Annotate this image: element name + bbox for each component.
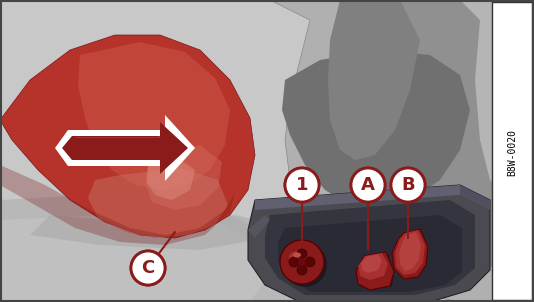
Polygon shape — [460, 185, 490, 210]
Polygon shape — [30, 215, 255, 250]
Polygon shape — [328, 0, 420, 160]
Polygon shape — [78, 42, 230, 190]
Circle shape — [349, 166, 387, 204]
Text: 1: 1 — [296, 176, 308, 194]
Circle shape — [289, 257, 299, 267]
Polygon shape — [310, 0, 530, 302]
Text: C: C — [142, 259, 155, 277]
Circle shape — [285, 168, 319, 202]
Text: B8W-0020: B8W-0020 — [507, 128, 517, 175]
Ellipse shape — [293, 252, 301, 258]
Polygon shape — [399, 232, 421, 271]
Circle shape — [305, 257, 315, 267]
Polygon shape — [394, 231, 428, 277]
Polygon shape — [282, 50, 470, 210]
Polygon shape — [248, 185, 490, 302]
Polygon shape — [255, 185, 460, 210]
Polygon shape — [358, 254, 394, 290]
Circle shape — [131, 251, 165, 285]
Polygon shape — [147, 158, 195, 200]
FancyBboxPatch shape — [492, 2, 532, 300]
Polygon shape — [278, 215, 462, 292]
Text: A: A — [361, 176, 375, 194]
Polygon shape — [88, 168, 228, 238]
Polygon shape — [62, 122, 188, 174]
Polygon shape — [358, 253, 388, 280]
Polygon shape — [0, 210, 280, 302]
Polygon shape — [265, 200, 475, 295]
Circle shape — [389, 166, 427, 204]
Circle shape — [297, 265, 307, 275]
Circle shape — [283, 243, 327, 287]
Polygon shape — [395, 230, 425, 275]
Circle shape — [297, 249, 307, 259]
Polygon shape — [248, 215, 270, 238]
Polygon shape — [380, 0, 534, 200]
Circle shape — [284, 166, 320, 204]
Polygon shape — [392, 229, 428, 279]
Polygon shape — [361, 254, 382, 273]
Polygon shape — [55, 115, 195, 181]
Text: B: B — [401, 176, 415, 194]
Circle shape — [280, 240, 324, 284]
Circle shape — [130, 249, 167, 287]
Circle shape — [391, 168, 425, 202]
Ellipse shape — [289, 251, 307, 263]
Polygon shape — [356, 252, 394, 290]
Polygon shape — [145, 145, 222, 210]
Polygon shape — [230, 0, 534, 302]
Polygon shape — [0, 165, 235, 245]
Circle shape — [298, 258, 306, 266]
Polygon shape — [0, 190, 320, 302]
Circle shape — [351, 168, 385, 202]
Polygon shape — [75, 136, 160, 138]
Polygon shape — [0, 35, 255, 238]
